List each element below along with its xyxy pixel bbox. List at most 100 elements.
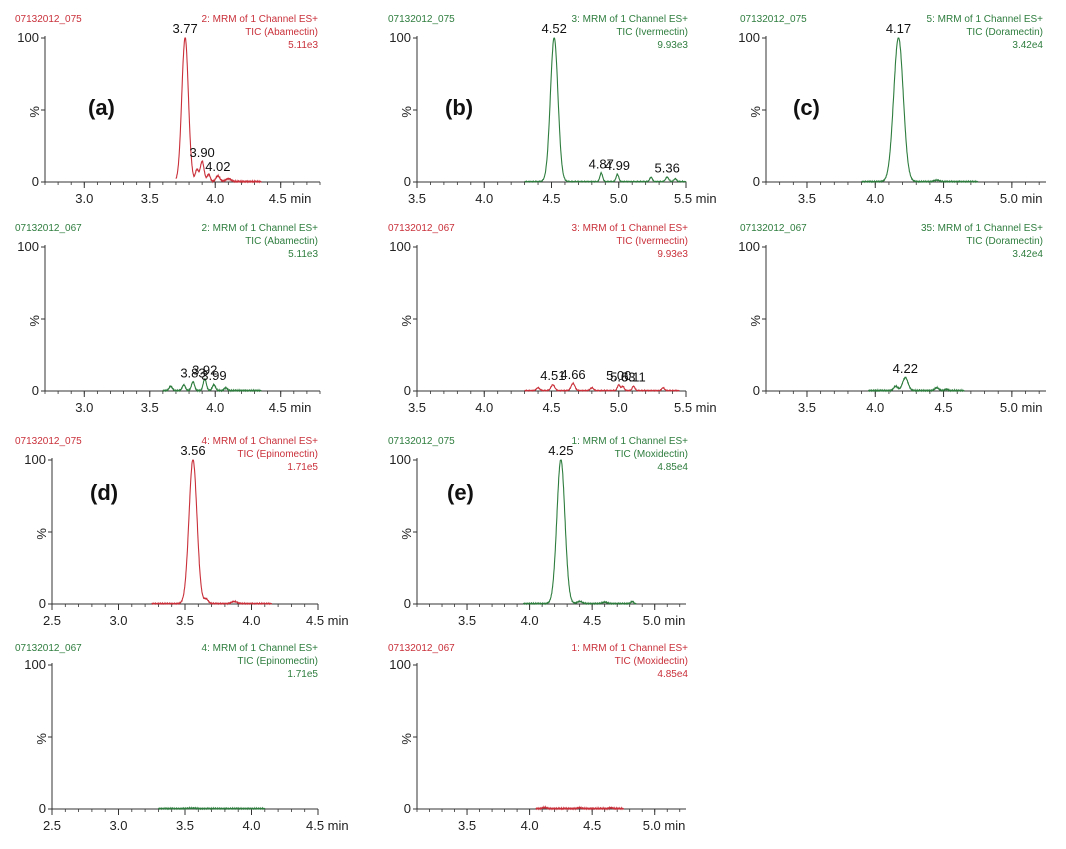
x-tick-label: 4.5 xyxy=(583,818,601,833)
intensity-label: 9.93e3 xyxy=(657,40,688,51)
y-tick-label: 100 xyxy=(389,239,411,254)
x-tick-label: 3.0 xyxy=(109,613,127,628)
y-tick-label: 100 xyxy=(24,657,46,672)
x-tick-label: 3.0 xyxy=(75,400,93,415)
x-tick-label: 3.5 xyxy=(176,613,194,628)
tic-label: TIC (Epinomectin) xyxy=(237,449,318,460)
peak-label: 4.22 xyxy=(893,361,918,376)
channel-label: 35: MRM of 1 Channel ES+ xyxy=(921,223,1043,234)
intensity-label: 3.42e4 xyxy=(1012,40,1043,51)
y-tick-label: 0 xyxy=(404,174,411,189)
y-tick-label: % xyxy=(399,733,414,745)
channel-label: 2: MRM of 1 Channel ES+ xyxy=(202,14,319,25)
x-tick-label: 3.0 xyxy=(109,818,127,833)
peak-label: 4.87 xyxy=(589,156,614,171)
y-tick-label: 100 xyxy=(738,30,760,45)
chromatogram-trace xyxy=(175,37,262,184)
peak-label: 5.11 xyxy=(621,370,645,385)
panel-letter: (d) xyxy=(90,480,118,505)
x-tick-label: 2.5 xyxy=(43,818,61,833)
sample-id: 07132012_067 xyxy=(388,223,455,234)
x-tick-label: 5.0 xyxy=(610,400,628,415)
y-tick-label: % xyxy=(748,106,763,118)
panel-letter: (c) xyxy=(793,95,820,120)
chromatogram-trace xyxy=(151,459,273,606)
intensity-label: 4.85e4 xyxy=(657,462,688,473)
y-tick-label: 100 xyxy=(24,452,46,467)
sample-id: 07132012_075 xyxy=(15,14,82,25)
channel-label: 4: MRM of 1 Channel ES+ xyxy=(202,436,319,447)
chromatogram-trace xyxy=(158,806,266,811)
y-tick-label: % xyxy=(27,315,42,327)
channel-label: 2: MRM of 1 Channel ES+ xyxy=(202,223,319,234)
intensity-label: 4.85e4 xyxy=(657,669,688,680)
intensity-label: 1.71e5 xyxy=(287,669,318,680)
tic-label: TIC (Ivermectin) xyxy=(616,236,688,247)
intensity-label: 1.71e5 xyxy=(287,462,318,473)
y-tick-label: 0 xyxy=(404,801,411,816)
x-tick-label: 4.5 xyxy=(935,191,953,206)
x-tick-label: 4.5 xyxy=(542,191,560,206)
x-tick-label: 5.5 min xyxy=(674,400,717,415)
chromatogram-panel: 07132012_075 4: MRM of 1 Channel ES+ TIC (… xyxy=(15,436,349,628)
chromatogram-trace xyxy=(522,459,637,606)
x-tick-label: 4.0 xyxy=(206,191,224,206)
peak-label: 3.92 xyxy=(192,362,217,377)
y-tick-label: 100 xyxy=(389,30,411,45)
tic-label: TIC (Moxidectin) xyxy=(615,656,688,667)
peak-label: 4.17 xyxy=(886,21,911,36)
intensity-label: 9.93e3 xyxy=(657,249,688,260)
x-tick-label: 3.5 xyxy=(798,400,816,415)
chromatogram-panel: 07132012_067 4: MRM of 1 Channel ES+ TIC (… xyxy=(15,643,349,833)
y-tick-label: 0 xyxy=(404,383,411,398)
panel-letter: (e) xyxy=(447,480,474,505)
peak-label: 4.66 xyxy=(560,367,585,382)
chromatogram-panel: 07132012_067 2: MRM of 1 Channel ES+ TIC (… xyxy=(15,223,321,415)
y-tick-label: % xyxy=(34,528,49,540)
x-tick-label: 5.0 min xyxy=(1000,191,1043,206)
peak-label: 3.77 xyxy=(172,21,197,36)
x-tick-label: 4.0 xyxy=(866,191,884,206)
x-tick-label: 2.5 xyxy=(43,613,61,628)
sample-id: 07132012_075 xyxy=(15,436,82,447)
sample-id: 07132012_075 xyxy=(388,436,455,447)
sample-id: 07132012_067 xyxy=(740,223,807,234)
x-tick-label: 3.5 xyxy=(141,400,159,415)
y-tick-label: % xyxy=(748,315,763,327)
y-tick-label: 100 xyxy=(17,239,39,254)
x-tick-label: 4.5 xyxy=(935,400,953,415)
peak-label: 4.02 xyxy=(205,159,230,174)
sample-id: 07132012_075 xyxy=(388,14,455,25)
intensity-label: 3.42e4 xyxy=(1012,249,1043,260)
x-tick-label: 3.5 xyxy=(798,191,816,206)
x-tick-label: 4.0 xyxy=(521,613,539,628)
chromatogram-panel: 07132012_067 3: MRM of 1 Channel ES+ TIC (… xyxy=(388,223,717,415)
y-tick-label: % xyxy=(399,528,414,540)
x-tick-label: 5.0 xyxy=(610,191,628,206)
chromatogram-trace xyxy=(535,805,624,811)
x-tick-label: 4.0 xyxy=(242,613,260,628)
y-tick-label: 0 xyxy=(39,596,46,611)
y-tick-label: % xyxy=(399,106,414,118)
x-tick-label: 4.0 xyxy=(521,818,539,833)
chromatogram-panel: 07132012_075 2: MRM of 1 Channel ES+ TIC (… xyxy=(15,14,321,206)
peak-label: 3.56 xyxy=(180,443,205,458)
tic-label: TIC (Ivermectin) xyxy=(616,27,688,38)
peak-label: 5.36 xyxy=(655,161,680,176)
y-tick-label: % xyxy=(399,315,414,327)
y-tick-label: 100 xyxy=(17,30,39,45)
sample-id: 07132012_067 xyxy=(388,643,455,654)
channel-label: 4: MRM of 1 Channel ES+ xyxy=(202,643,319,654)
x-tick-label: 4.5 xyxy=(542,400,560,415)
intensity-label: 5.11e3 xyxy=(288,249,318,260)
x-tick-label: 4.5 xyxy=(583,613,601,628)
channel-label: 5: MRM of 1 Channel ES+ xyxy=(927,14,1044,25)
x-tick-label: 4.0 xyxy=(866,400,884,415)
channel-label: 3: MRM of 1 Channel ES+ xyxy=(572,223,689,234)
x-tick-label: 4.0 xyxy=(242,818,260,833)
chromatogram-panel: 07132012_067 1: MRM of 1 Channel ES+ TIC (… xyxy=(388,643,688,833)
channel-label: 3: MRM of 1 Channel ES+ xyxy=(572,14,689,25)
chromatogram-trace xyxy=(524,381,680,392)
tic-label: TIC (Moxidectin) xyxy=(615,449,688,460)
x-tick-label: 3.0 xyxy=(75,191,93,206)
